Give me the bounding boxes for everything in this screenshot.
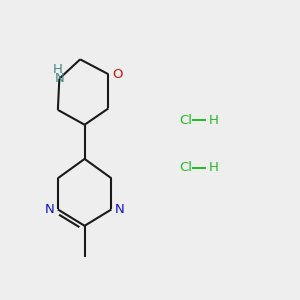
Text: N: N (55, 72, 64, 85)
Text: Cl: Cl (180, 114, 193, 127)
Text: H: H (53, 63, 63, 76)
Text: H: H (209, 114, 219, 127)
Text: N: N (44, 203, 54, 216)
Text: Cl: Cl (180, 161, 193, 174)
Text: N: N (115, 203, 125, 216)
Text: O: O (112, 68, 122, 81)
Text: H: H (209, 161, 219, 174)
